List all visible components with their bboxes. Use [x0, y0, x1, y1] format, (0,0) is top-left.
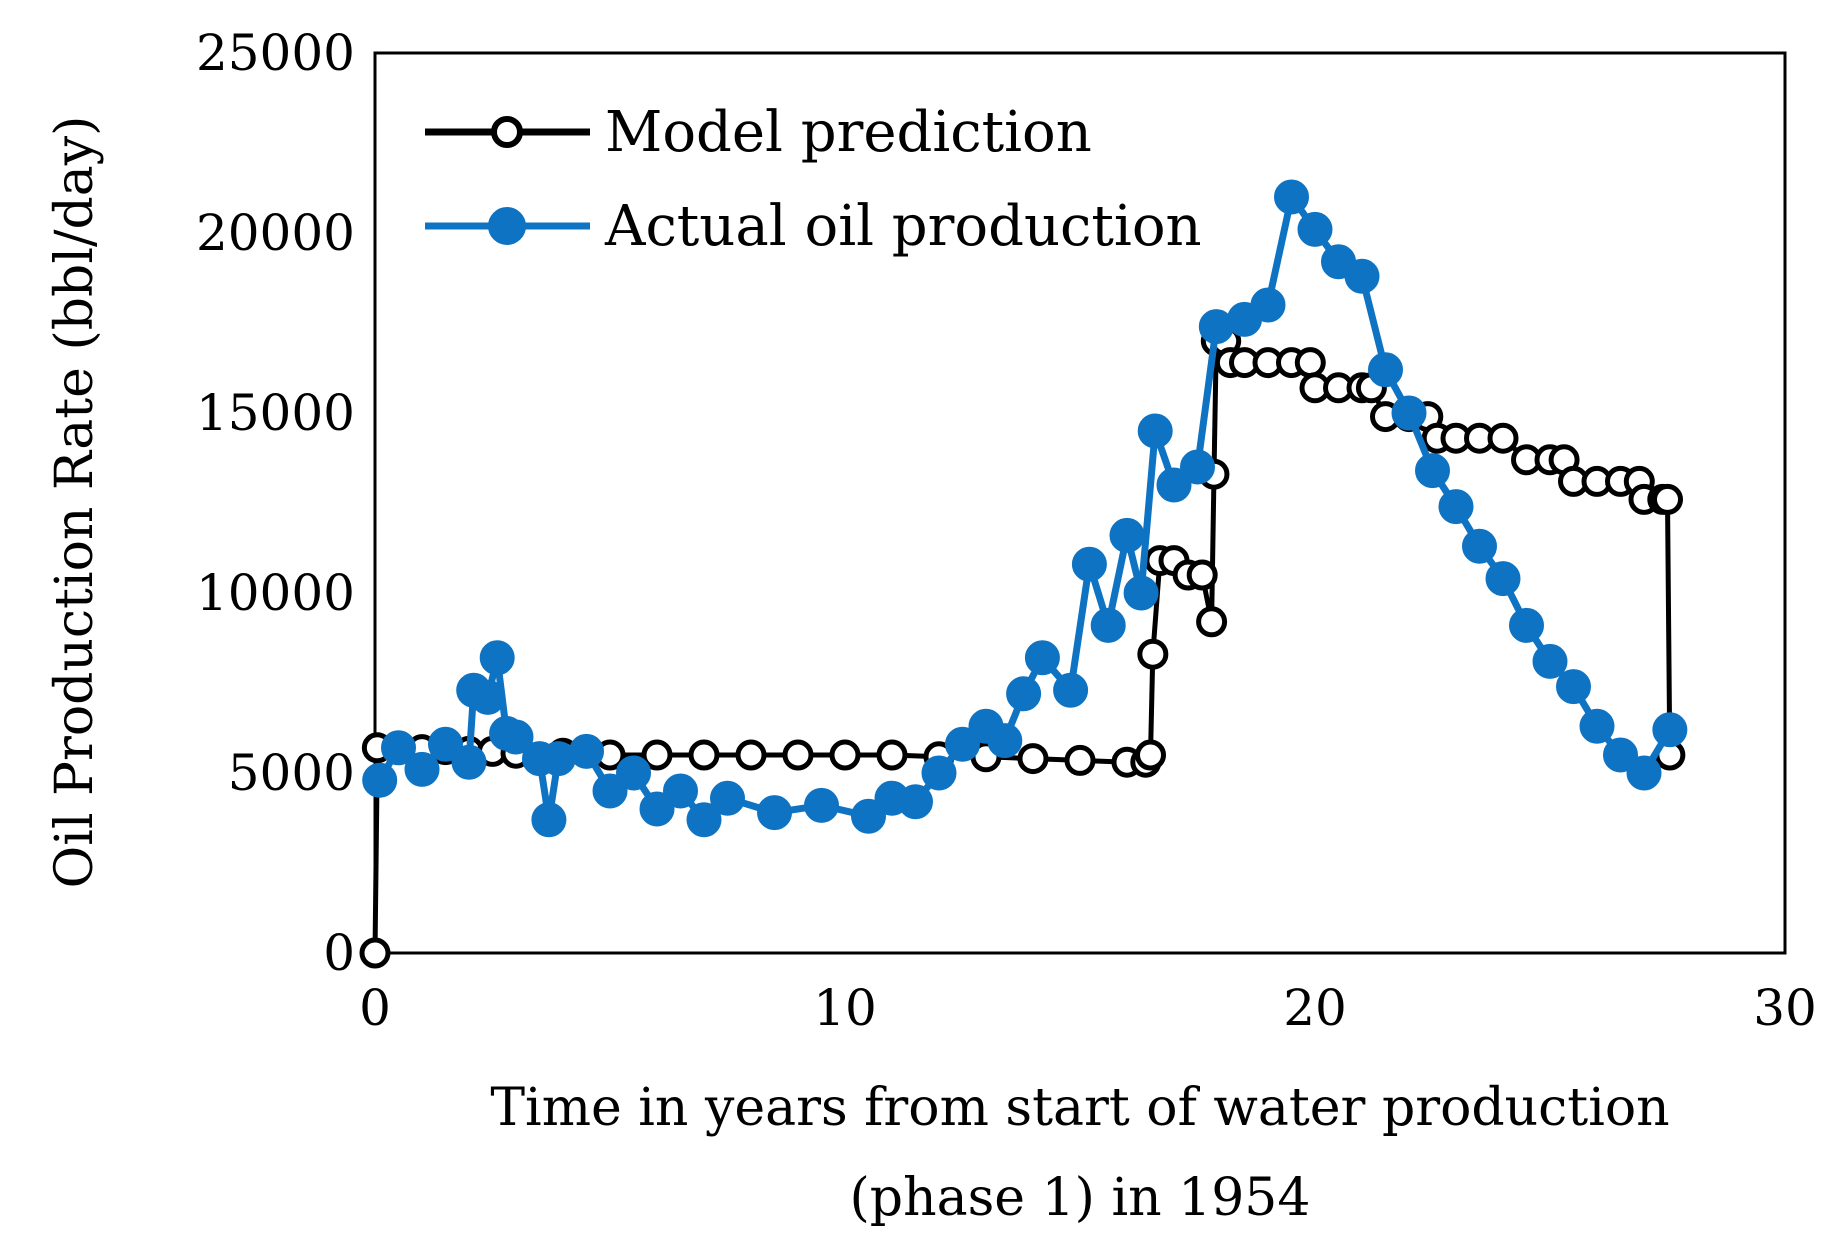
x-tick-label: 30	[1753, 979, 1817, 1037]
data-point-actual-oil-production	[663, 773, 698, 809]
data-point-actual-oil-production	[1156, 467, 1192, 503]
data-point-actual-oil-production	[531, 802, 567, 838]
data-point-actual-oil-production	[1123, 575, 1159, 611]
data-point-model-prediction	[688, 739, 720, 771]
data-point-actual-oil-production	[1438, 489, 1474, 525]
data-point-model-prediction	[359, 937, 391, 969]
data-point-actual-oil-production	[804, 787, 839, 823]
data-point-model-prediction	[829, 739, 861, 771]
data-point-actual-oil-production	[451, 744, 487, 780]
data-point-actual-oil-production	[428, 726, 463, 762]
data-point-actual-oil-production	[479, 640, 515, 676]
x-tick-label: 20	[1283, 979, 1347, 1037]
data-point-model-prediction	[1137, 638, 1169, 670]
data-point-actual-oil-production	[1006, 676, 1042, 712]
legend-entry-actual: Actual oil production	[425, 194, 1202, 259]
data-point-actual-oil-production	[362, 762, 398, 798]
data-point-actual-oil-production	[1603, 737, 1638, 773]
legend: Model prediction Actual oil production	[425, 100, 1202, 259]
data-point-actual-oil-production	[498, 719, 534, 755]
data-point-actual-oil-production	[945, 726, 980, 762]
data-point-model-prediction	[1135, 739, 1166, 771]
data-point-actual-oil-production	[1509, 607, 1544, 643]
data-point-actual-oil-production	[404, 751, 440, 787]
x-tick-label: 0	[359, 979, 391, 1037]
data-point-actual-oil-production	[470, 679, 506, 715]
data-point-actual-oil-production	[1137, 413, 1173, 449]
data-point-model-prediction	[1064, 744, 1096, 776]
x-tick-label: 10	[813, 979, 877, 1037]
data-point-actual-oil-production	[1368, 352, 1403, 388]
data-point-actual-oil-production	[592, 773, 628, 809]
legend-label-actual: Actual oil production	[604, 194, 1202, 259]
data-point-model-prediction	[641, 739, 673, 771]
data-point-actual-oil-production	[686, 802, 722, 838]
data-point-model-prediction	[782, 739, 814, 771]
y-axis-ticks: 0 5000 10000 15000 20000 25000	[196, 24, 355, 982]
data-point-actual-oil-production	[1462, 528, 1497, 564]
data-point-model-prediction	[1652, 483, 1683, 515]
data-point-actual-oil-production	[1415, 453, 1450, 489]
legend-marker-model	[491, 116, 523, 148]
data-point-actual-oil-production	[710, 780, 745, 816]
y-tick-label: 25000	[196, 24, 355, 82]
data-point-actual-oil-production	[898, 784, 933, 820]
data-point-actual-oil-production	[1485, 561, 1521, 597]
legend-marker-actual	[488, 207, 526, 245]
x-axis-title-line-2: (phase 1) in 1954	[850, 1168, 1311, 1228]
y-axis-title: Oil Production Rate (bbl/day)	[45, 116, 105, 889]
data-point-actual-oil-production	[1024, 640, 1060, 676]
data-point-actual-oil-production	[1556, 669, 1591, 705]
data-point-actual-oil-production	[1071, 546, 1107, 582]
y-tick-label: 5000	[228, 744, 355, 802]
data-point-model-prediction	[1186, 559, 1218, 591]
plot-frame	[373, 51, 1787, 955]
data-point-model-prediction	[1017, 743, 1049, 775]
legend-entry-model: Model prediction	[425, 100, 1092, 165]
legend-label-model: Model prediction	[605, 100, 1092, 165]
data-point-model-prediction	[876, 739, 908, 771]
y-tick-label: 10000	[196, 564, 355, 622]
data-point-actual-oil-production	[1180, 449, 1215, 485]
data-point-model-prediction	[1294, 347, 1326, 379]
x-axis-ticks: 0 10 20 30	[359, 979, 1817, 1037]
data-point-actual-oil-production	[1626, 755, 1662, 791]
data-point-actual-oil-production	[1652, 712, 1688, 748]
y-tick-label: 0	[323, 924, 355, 982]
data-point-actual-oil-production	[1532, 643, 1568, 679]
data-point-actual-oil-production	[1053, 672, 1089, 708]
data-point-actual-oil-production	[851, 798, 886, 834]
data-point-actual-oil-production	[1297, 211, 1333, 247]
data-point-model-prediction	[1196, 606, 1228, 638]
data-point-actual-oil-production	[569, 733, 604, 769]
data-point-actual-oil-production	[921, 755, 957, 791]
data-point-actual-oil-production	[1090, 607, 1126, 643]
data-point-actual-oil-production	[639, 791, 675, 827]
data-point-actual-oil-production	[1579, 708, 1615, 744]
data-point-model-prediction	[735, 739, 767, 771]
data-point-actual-oil-production	[1344, 258, 1380, 294]
data-point-actual-oil-production	[1391, 395, 1427, 431]
data-point-model-prediction	[1487, 422, 1519, 454]
data-point-actual-oil-production	[1274, 179, 1309, 215]
data-point-actual-oil-production	[616, 755, 651, 791]
series-layer	[359, 179, 1688, 969]
data-point-actual-oil-production	[1250, 287, 1286, 323]
series-actual-oil-production	[362, 179, 1688, 838]
data-point-actual-oil-production	[1109, 517, 1145, 553]
plot-area	[373, 51, 1787, 955]
data-point-actual-oil-production	[381, 730, 416, 766]
y-tick-label: 15000	[196, 384, 355, 442]
data-point-actual-oil-production	[757, 795, 792, 831]
y-tick-label: 20000	[196, 204, 355, 262]
x-axis-title-line-1: Time in years from start of water produc…	[490, 1078, 1669, 1138]
data-point-actual-oil-production	[987, 723, 1023, 759]
